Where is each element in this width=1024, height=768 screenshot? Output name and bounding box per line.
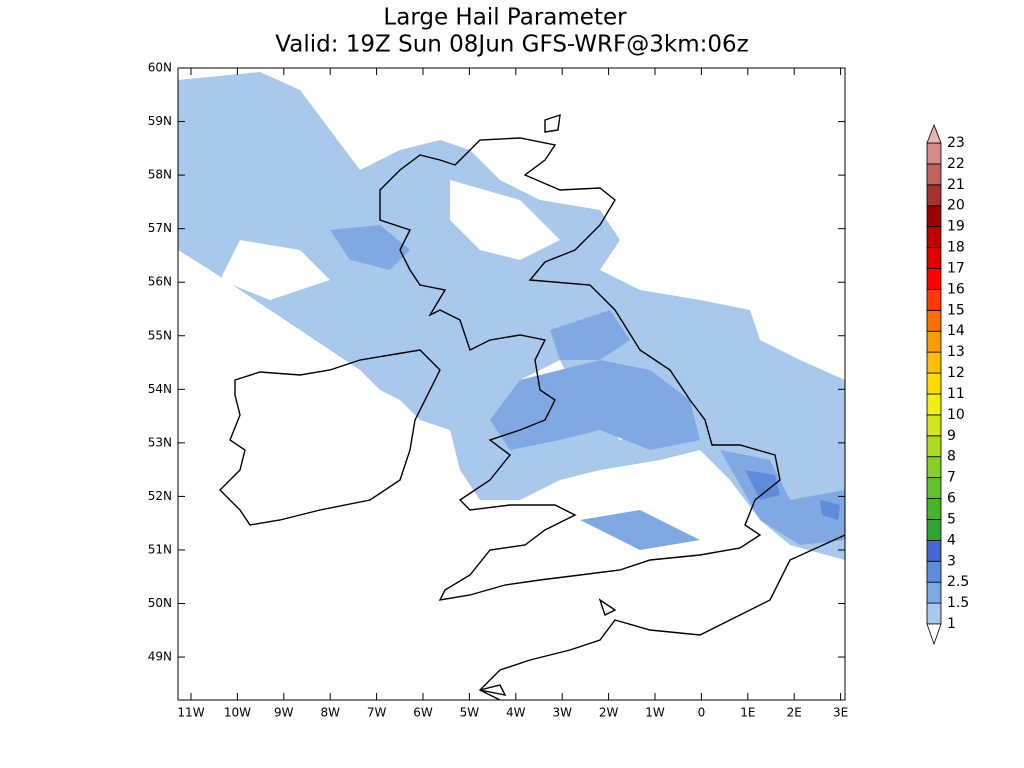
colorbar-box [926,163,942,186]
colorbar-box [926,539,942,562]
y-tick-label: 50N [148,596,172,610]
islands [479,113,617,696]
y-tick-label: 58N [148,168,172,182]
y-tick-label: 51N [148,542,172,556]
colorbar-label: 10 [947,407,965,423]
colorbar-label: 2.5 [947,574,969,590]
x-tick-label: 4W [506,706,526,720]
hail-field-peak [745,470,840,520]
colorbar-box [926,560,942,583]
x-tick-label: 3E [833,706,848,720]
colorbar-box [926,351,942,374]
colorbar-box [926,581,942,604]
colorbar-label: 23 [947,135,965,151]
x-tick-label: 9W [274,706,294,720]
map [178,72,845,700]
x-tick-label: 3W [552,706,572,720]
colorbar-box [926,477,942,499]
colorbar-label: 11 [947,386,965,402]
colorbar-label: 6 [947,491,956,507]
colorbar-box [926,142,942,165]
colorbar-label: 19 [947,219,965,235]
axes: 60N 59N 58N 57N 56N 55N 54N 53N 52N 51N 50N 49N 11W 1… [148,61,848,720]
hail-field-high [330,225,845,550]
colorbar-label: 1 [947,616,956,632]
y-tick-label: 57N [148,221,172,235]
title-line: Valid: 19Z Sun 08Jun GFS-WRF@3km:06z [275,32,748,58]
colorbar-label: 4 [947,532,956,548]
y-tick-label: 56N [148,275,172,289]
x-tick-label: 11W [177,706,204,720]
y-tick-label: 49N [148,650,172,664]
colorbar-over [926,123,942,144]
colorbar-label: 22 [947,156,965,172]
colorbar-box [926,184,942,207]
x-tick-label: 7W [367,706,387,720]
colorbar-box [926,205,942,228]
y-tick-label: 53N [148,435,172,449]
title-line: Large Hail Parameter [383,5,627,31]
y-tick-label: 59N [148,114,172,128]
colorbar-box [926,393,942,416]
colorbar-label: 14 [947,323,965,339]
x-tick-label: 8W [320,706,340,720]
continent [478,534,845,700]
y-tick-label: 54N [148,382,172,396]
colorbar-box [926,309,942,332]
map-frame [177,67,846,701]
x-tick-label: 5W [460,706,480,720]
colorbar-box [926,456,942,479]
colorbar-label: 18 [947,240,965,256]
x-tick-label: 0 [698,706,706,720]
colorbar-label: 5 [947,511,956,527]
colorbar-box [926,268,942,290]
colorbar: 1 1.5 2.5 3 4 5 6 7 8 9 10 11 12 13 14 15 16 17 18 19 20 21 22… [926,123,969,646]
x-tick-label: 10W [224,706,251,720]
colorbar-label: 7 [947,470,956,486]
colorbar-box [926,372,942,395]
colorbar-box [926,288,942,311]
ireland [219,349,441,526]
y-tick-label: 60N [148,61,172,75]
colorbar-box [926,226,942,248]
colorbar-label: 15 [947,302,965,318]
x-tick-label: 1W [645,706,665,720]
colorbar-box [926,519,942,541]
x-tick-label: 6W [413,706,433,720]
colorbar-label: 12 [947,365,965,381]
great-britain [379,137,781,601]
colorbar-box [926,330,942,353]
colorbar-label: 17 [947,260,965,276]
colorbar-box [926,602,942,625]
y-tick-label: 52N [148,489,172,503]
colorbar-label: 9 [947,428,956,444]
colorbar-box [926,414,942,437]
colorbar-box [926,498,942,520]
colorbar-label: 13 [947,344,965,360]
colorbar-box [926,247,942,269]
x-tick-label: 2E [787,706,802,720]
colorbar-label: 3 [947,553,956,569]
colorbar-under [926,623,942,646]
colorbar-label: 20 [947,198,965,214]
colorbar-box [926,435,942,458]
colorbar-label: 16 [947,281,965,297]
colorbar-label: 1.5 [947,595,969,611]
x-tick-label: 2W [599,706,619,720]
colorbar-label: 8 [947,449,956,465]
x-tick-label: 1E [740,706,755,720]
y-tick-label: 55N [148,328,172,342]
colorbar-label: 21 [947,177,965,193]
